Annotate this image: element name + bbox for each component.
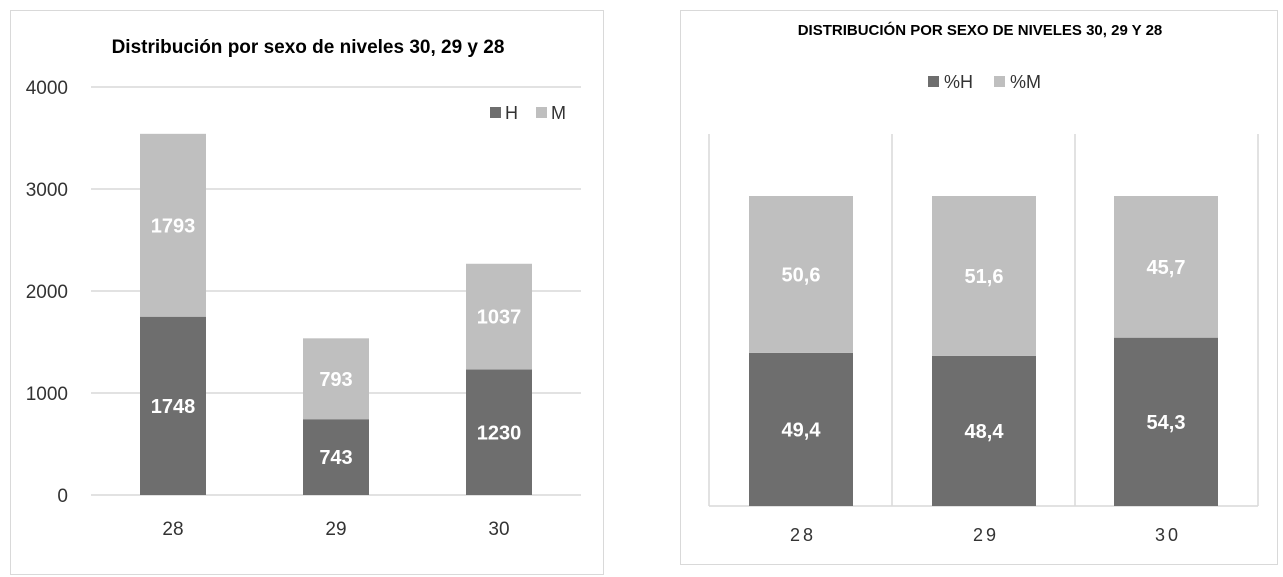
left-bar-M-30: [466, 263, 532, 370]
right-x-tick-label: 28: [790, 525, 816, 545]
right-bar-pct-H-29: [932, 355, 1036, 506]
left-chart-title: Distribución por sexo de niveles 30, 29 …: [112, 37, 505, 58]
left-x-tick-label: 30: [488, 519, 509, 540]
right-data-label: 50,6: [782, 264, 821, 286]
left-x-tick-label: 29: [325, 519, 346, 540]
right-data-label: 51,6: [965, 266, 1004, 288]
left-data-label: 1748: [151, 396, 196, 418]
right-data-label: 48,4: [965, 421, 1005, 443]
right-data-label: 54,3: [1147, 412, 1186, 434]
left-x-tick-label: 28: [162, 519, 183, 540]
right-bar-pct-M-29: [932, 196, 1036, 356]
right-legend-label: %H: [944, 72, 973, 92]
left-y-tick-label: 0: [57, 486, 68, 507]
left-y-tick-label: 4000: [26, 78, 68, 99]
left-y-tick-label: 2000: [26, 282, 68, 303]
right-bar-pct-H-30: [1114, 337, 1218, 506]
right-bar-pct-H-28: [749, 352, 853, 506]
left-data-label: 1230: [477, 422, 522, 444]
right-data-label: 49,4: [782, 419, 822, 441]
right-legend-label: %M: [1010, 72, 1041, 92]
left-bar-M-29: [303, 338, 369, 420]
right-x-tick-label: 30: [1155, 525, 1181, 545]
left-y-tick-label: 1000: [26, 384, 68, 405]
left-y-tick-label: 3000: [26, 180, 68, 201]
right-data-label: 45,7: [1147, 257, 1186, 279]
right-legend-swatch: [928, 76, 939, 87]
right-legend-swatch: [994, 76, 1005, 87]
left-legend-label: M: [551, 103, 566, 123]
left-bar-H-29: [303, 419, 369, 495]
left-data-label: 1793: [151, 215, 196, 237]
left-bar-M-28: [140, 133, 206, 317]
left-legend-swatch: [490, 107, 501, 118]
left-legend-swatch: [536, 107, 547, 118]
right-bar-pct-M-28: [749, 196, 853, 353]
right-x-tick-label: 29: [973, 525, 999, 545]
left-data-label: 743: [319, 447, 352, 469]
left-legend-label: H: [505, 103, 518, 123]
left-data-label: 793: [319, 369, 352, 391]
left-bar-H-28: [140, 316, 206, 495]
left-bar-H-30: [466, 369, 532, 495]
right-chart-title: DISTRIBUCIÓN POR SEXO DE NIVELES 30, 29 …: [798, 21, 1163, 39]
right-bar-pct-M-30: [1114, 196, 1218, 338]
left-data-label: 1037: [477, 307, 522, 329]
